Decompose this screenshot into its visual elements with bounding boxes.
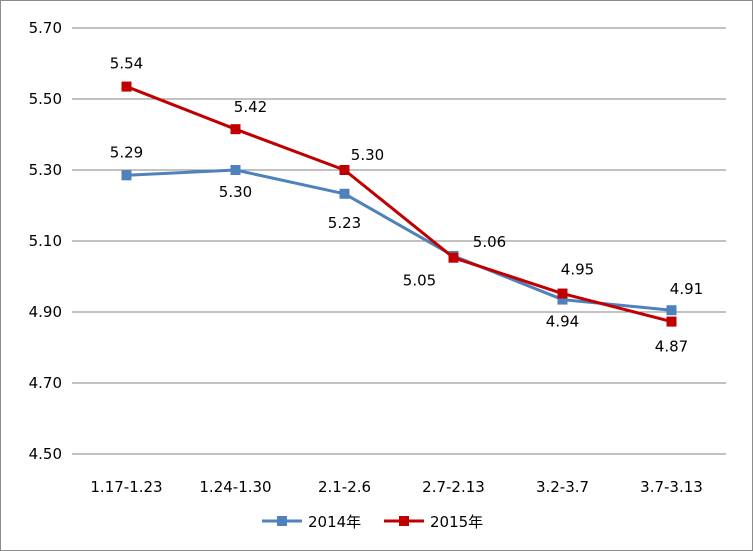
- y-tick-label: 5.30: [29, 161, 62, 179]
- data-label: 4.95: [561, 261, 594, 279]
- series-line-2: [125, 85, 672, 324]
- y-tick-label: 5.50: [29, 90, 62, 108]
- data-label: 5.42: [234, 98, 267, 116]
- legend: 2014年 2015年: [262, 513, 483, 531]
- x-tick-label: 1.24-1.30: [199, 478, 271, 496]
- data-point-marker: [557, 288, 568, 299]
- legend-label: 2014年: [308, 513, 361, 531]
- data-label: 5.30: [351, 146, 384, 164]
- data-label: 5.23: [328, 214, 361, 232]
- data-label: 5.30: [219, 183, 252, 201]
- gridlines: [72, 27, 726, 455]
- y-tick-label: 5.10: [29, 232, 62, 250]
- series-group: [121, 81, 677, 327]
- data-point-marker: [448, 252, 459, 263]
- data-point-marker: [666, 305, 677, 316]
- x-tick-label: 3.7-3.13: [640, 478, 703, 496]
- x-axis-tick-labels: 1.17-1.23 1.24-1.30 2.1-2.6 2.7-2.13 3.2-3.7…: [90, 478, 702, 496]
- y-tick-label: 4.90: [29, 303, 62, 321]
- data-label: 5.54: [110, 55, 143, 73]
- data-point-marker: [230, 124, 241, 135]
- y-tick-label: 5.70: [29, 19, 62, 37]
- data-label: 4.91: [670, 280, 703, 298]
- data-point-marker: [557, 294, 568, 305]
- data-point-marker: [230, 165, 241, 175]
- data-label: 4.87: [655, 338, 688, 356]
- data-label: 5.29: [110, 143, 143, 161]
- data-label: 5.05: [403, 272, 436, 290]
- data-point-marker: [121, 81, 132, 92]
- x-tick-label: 1.17-1.23: [90, 478, 162, 496]
- data-point-marker: [339, 188, 350, 199]
- legend-marker: [399, 516, 409, 526]
- legend-label: 2015年: [430, 513, 483, 531]
- x-tick-label: 3.2-3.7: [536, 478, 589, 496]
- x-tick-label: 2.1-2.6: [318, 478, 371, 496]
- legend-marker: [277, 516, 287, 526]
- series-line-1: [126, 168, 672, 312]
- data-point-marker: [666, 316, 677, 327]
- data-label: 4.94: [546, 313, 579, 331]
- data-point-marker: [339, 165, 350, 175]
- data-point-marker: [121, 170, 132, 181]
- data-label: 5.06: [473, 233, 506, 251]
- data-labels: 5.29 5.30 5.23 5.06 4.94 4.91 5.54 5.42 5.30 5.05…: [110, 55, 703, 356]
- y-axis-tick-labels: 4.50 4.70 4.90 5.10 5.30 5.50 5.70: [29, 19, 62, 463]
- y-tick-label: 4.70: [29, 374, 62, 392]
- y-tick-label: 4.50: [29, 445, 62, 463]
- x-tick-label: 2.7-2.13: [422, 478, 485, 496]
